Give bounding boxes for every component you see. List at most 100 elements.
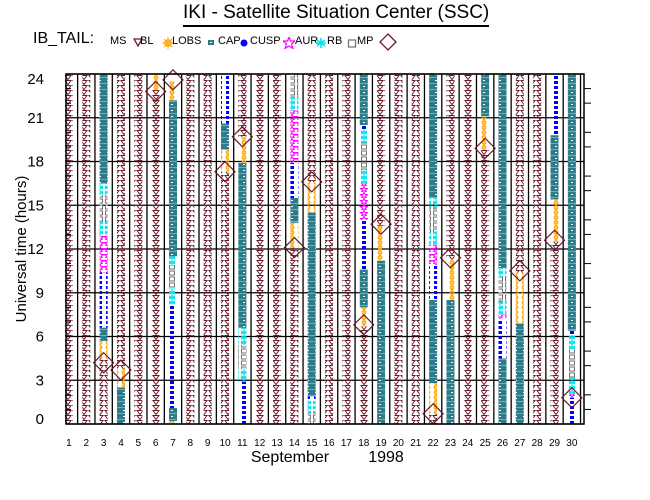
segment-ms: [186, 74, 195, 424]
segment-ms: [64, 74, 73, 424]
segment-ms: [99, 358, 108, 424]
segment-ms: [325, 74, 334, 424]
segment-ms: [394, 74, 403, 424]
x-tick-label: 16: [324, 438, 336, 449]
x-tick-label: 14: [289, 438, 301, 449]
mp-crossing-marker: [439, 246, 462, 269]
y-tick-label: 0: [36, 411, 44, 428]
segment-rb: [498, 301, 507, 315]
y-tick-label: 21: [27, 110, 44, 127]
x-tick-label: 3: [101, 438, 107, 449]
mp-crossing-marker: [283, 236, 306, 259]
segment-cap: [377, 260, 386, 424]
mp-crossing-marker: [352, 313, 375, 336]
segment-cusp: [359, 219, 368, 270]
segment-ms: [550, 241, 559, 424]
x-tick-label: 28: [532, 438, 544, 449]
segment-rb: [168, 288, 177, 305]
segment-rb: [567, 377, 576, 394]
mp-crossing-marker: [561, 386, 583, 409]
segment-cap: [515, 323, 524, 424]
segment-cap: [429, 300, 438, 384]
legend-symbol-bl-icon: [162, 37, 174, 49]
segment-cusp: [498, 319, 507, 359]
x-tick-label: 29: [549, 438, 561, 449]
segment-aur: [99, 235, 108, 273]
segment-rb: [307, 400, 316, 413]
legend-symbol-rb-icon: [347, 39, 357, 48]
segment-ms: [463, 74, 472, 424]
x-tick-label: 30: [566, 438, 578, 449]
legend-symbol-aur-icon: [316, 38, 326, 48]
segment-lobs: [168, 81, 177, 101]
segment-mp: [498, 276, 507, 302]
mp-crossing-marker: [162, 68, 184, 91]
segment-cap: [359, 74, 368, 126]
legend-label-mp: MP: [357, 35, 374, 47]
segment-rb: [99, 183, 108, 196]
segment-mp: [99, 195, 108, 222]
segment-cusp: [567, 330, 576, 336]
x-tick-label: 25: [480, 438, 492, 449]
segment-lobs: [307, 181, 316, 213]
segment-aur: [290, 110, 299, 163]
segment-cusp: [359, 125, 368, 130]
legend-symbol-cusp-icon: [283, 37, 295, 49]
legend-prefix: IB_TAIL:: [33, 30, 95, 47]
x-tick-label: 4: [118, 438, 124, 449]
segment-cap: [168, 100, 177, 257]
mp-crossing-marker: [144, 80, 167, 103]
segment-lobs: [290, 222, 299, 248]
legend-symbol-lobs-icon: [208, 40, 214, 45]
segment-cusp: [221, 74, 230, 124]
segment-ms: [515, 74, 524, 273]
segment-cap: [550, 135, 559, 200]
segment-lobs: [429, 383, 438, 414]
segment-rb: [359, 129, 368, 143]
x-tick-label: 13: [271, 438, 283, 449]
segment-lobs: [221, 149, 230, 172]
legend-label-bl: BL: [140, 35, 154, 47]
segment-lobs: [446, 259, 455, 301]
x-tick-label: 15: [306, 438, 318, 449]
segment-ms: [377, 74, 386, 226]
segment-lobs: [481, 116, 490, 150]
y-tick-label: 6: [36, 329, 44, 346]
segment-aur: [429, 244, 438, 266]
segment-rb: [99, 221, 108, 236]
mp-crossing-marker: [508, 260, 531, 282]
segment-cusp: [307, 396, 316, 401]
segment-rb: [359, 170, 368, 184]
segment-cap: [307, 212, 316, 397]
segment-lobs: [168, 421, 177, 424]
segment-ms: [255, 74, 264, 424]
legend-label-aur: AUR: [295, 35, 319, 47]
segment-rb: [290, 97, 299, 111]
segment-cap: [290, 197, 299, 223]
segment-lobs: [359, 307, 368, 327]
segment-cusp: [567, 397, 576, 424]
x-tick-label: 8: [188, 438, 194, 449]
segment-lobs: [515, 272, 524, 324]
segment-cap: [238, 162, 247, 328]
segment-rb: [429, 231, 438, 245]
segment-cap: [359, 269, 368, 308]
segment-mp: [359, 142, 368, 171]
segment-ms: [273, 74, 282, 424]
segment-rb: [238, 368, 247, 382]
x-tick-label: 21: [410, 438, 422, 449]
segment-cusp: [290, 162, 299, 198]
legend-symbol-mp-icon: [379, 33, 397, 51]
segment-cusp: [168, 304, 177, 408]
segment-aur: [567, 393, 576, 398]
x-tick-label: 7: [170, 438, 176, 449]
mp-crossing-marker: [110, 359, 132, 381]
segment-cusp: [550, 74, 559, 136]
x-tick-label: 26: [497, 438, 509, 449]
mp-crossing-marker: [543, 229, 566, 252]
segment-ms: [533, 74, 542, 424]
segment-cap: [99, 327, 108, 341]
plot-frame: [65, 73, 585, 425]
segment-lobs: [377, 225, 386, 261]
segment-cusp: [99, 272, 108, 328]
